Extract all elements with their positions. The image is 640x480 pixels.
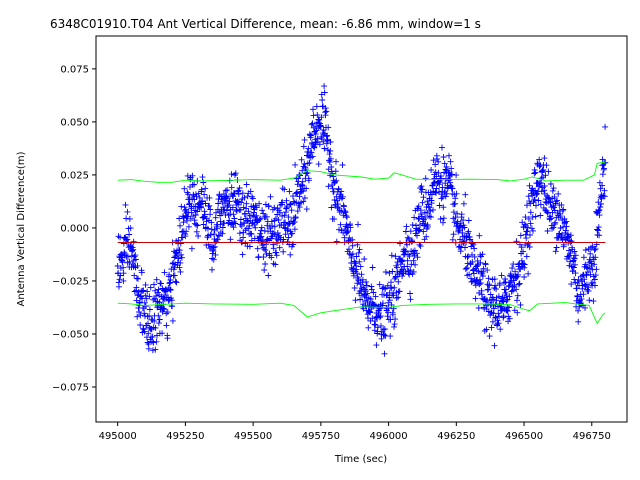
y-axis-label: Antenna Vertical Difference(m)	[16, 151, 27, 306]
y-tick-label: 0.050	[60, 117, 89, 128]
x-axis-label: Time (sec)	[334, 454, 387, 465]
y-tick-label: −0.050	[52, 329, 89, 340]
x-tick-label: 496250	[437, 431, 475, 442]
x-tick-label: 496750	[573, 431, 611, 442]
x-tick-label: 496500	[505, 431, 543, 442]
x-tick-label: 495000	[99, 431, 137, 442]
plot-area	[96, 36, 627, 422]
chart-title: 6348C01910.T04 Ant Vertical Difference, …	[50, 17, 481, 31]
y-tick-label: 0.025	[60, 170, 89, 181]
axis-ticks: 495000 495250 495500 495750 496000 496250 4965…	[52, 64, 611, 442]
y-tick-label: 0.000	[60, 223, 89, 234]
scatter-points	[114, 83, 609, 357]
y-tick-label: 0.075	[60, 64, 89, 75]
lower-envelope-line	[117, 302, 606, 325]
upper-envelope-line	[117, 161, 606, 183]
x-tick-label: 495250	[166, 431, 204, 442]
x-tick-label: 495500	[234, 431, 272, 442]
y-tick-label: −0.025	[52, 276, 89, 287]
data-marks	[114, 83, 609, 357]
plot-frame	[95, 35, 628, 423]
x-tick-label: 496000	[369, 431, 407, 442]
x-tick-label: 495750	[302, 431, 340, 442]
envelope-lines	[117, 161, 606, 325]
y-tick-label: −0.075	[52, 383, 89, 394]
